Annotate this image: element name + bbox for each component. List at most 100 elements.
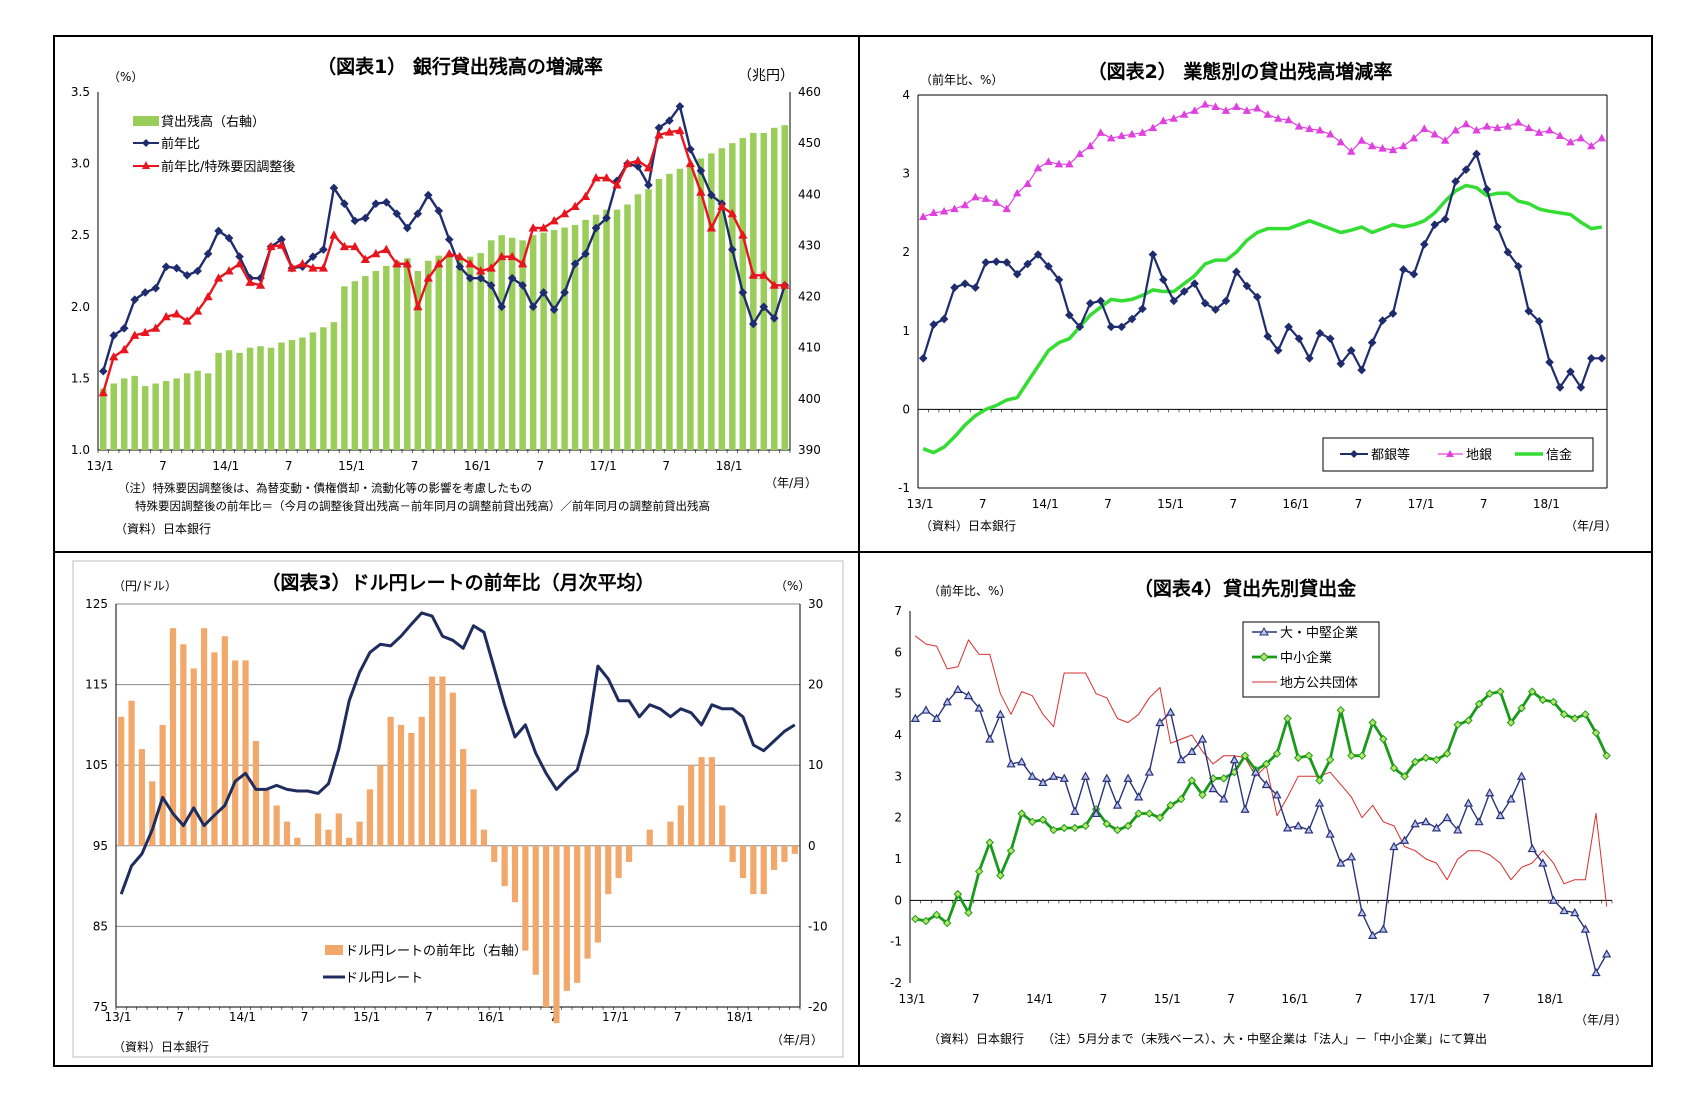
c4-series-large-point: [1261, 779, 1271, 789]
c4-series-large-point: [1272, 790, 1282, 799]
c4-series-large-point: [921, 705, 931, 714]
c4-xtick-label: 7: [1227, 992, 1235, 1006]
c1-series-adjusted-point: [360, 254, 370, 264]
c4-xtick-label: 15/1: [1154, 992, 1181, 1006]
c3-bar: [688, 765, 695, 846]
c3-xunit: （年/月）: [771, 1033, 823, 1047]
c4-series-sme-point: [1102, 819, 1111, 829]
c2-series-chigin-point: [1148, 123, 1158, 132]
c2-series-chigin-point: [1127, 129, 1137, 138]
c4-series-large-point: [1421, 816, 1431, 826]
c4-series-sme-point: [953, 889, 963, 899]
c4-ytick-left: 3: [894, 769, 902, 783]
c2-series-chigin-point: [1106, 133, 1116, 142]
c2-ytick-left: -1: [898, 481, 910, 495]
c4-xtick-label: 18/1: [1537, 992, 1564, 1006]
c3-ytick-left: 75: [93, 1000, 108, 1014]
c1-bar: [309, 332, 317, 450]
c4-series-sme-point: [1049, 825, 1058, 835]
c4-series-large-point: [1559, 905, 1569, 915]
c4-series-large-point: [953, 684, 963, 694]
c4-series-large-point: [1431, 823, 1442, 832]
c4-xtick-label: 7: [1483, 992, 1491, 1006]
c1-series-adjusted-point: [685, 158, 696, 168]
c1-series-adjusted-point: [612, 180, 622, 189]
c2-series-toginra-point: [1273, 346, 1283, 355]
c2-series-toginra-point: [1326, 334, 1335, 343]
c4-series-large-point: [1304, 825, 1314, 834]
c4-series-large-point: [1080, 771, 1091, 780]
c1-bar: [466, 256, 474, 450]
c1-series-adjusted-point: [318, 263, 329, 272]
c1-series-yoy-point: [382, 197, 391, 207]
c1-ytick-right: 420: [798, 290, 821, 304]
c1-series-adjusted-point: [643, 163, 654, 172]
c1-series-adjusted-point: [633, 155, 643, 165]
c2-series-toginra-point: [1085, 298, 1095, 308]
c4-series-sme-point: [1496, 687, 1505, 696]
c1-ytick-left: 3.0: [71, 157, 90, 171]
c2-series-toginra-point: [1200, 298, 1210, 308]
c4-series-sme-point: [1581, 710, 1590, 719]
c1-series-yoy-point: [361, 213, 370, 223]
c4-series-sme-point: [1506, 718, 1516, 727]
c4-xtick-label: 16/1: [1281, 992, 1308, 1006]
c4-series-sme-point: [996, 871, 1005, 880]
c1-series-yoy-point: [602, 213, 611, 223]
c2-series-toginra-point: [1420, 240, 1429, 249]
c3-bar: [408, 732, 415, 846]
c3-bar: [615, 845, 622, 879]
c2-series-chigin-point: [1399, 141, 1408, 150]
c1-legend-label: 前年比/特殊要因調整後: [161, 159, 295, 175]
c4-series-large-point: [1102, 773, 1112, 782]
c1-series-yoy-point: [738, 288, 748, 297]
c3-ytick-right: -20: [808, 1000, 828, 1014]
c1-bars: [99, 125, 789, 451]
c2-series-chigin-point: [1347, 147, 1356, 155]
c3-legend-label: ドル円レートの前年比（右軸）: [345, 943, 527, 959]
c2-xtick-label: 16/1: [1282, 497, 1309, 511]
c4-series-sme-point: [1219, 774, 1228, 783]
c4-xtick-label: 7: [972, 992, 980, 1006]
c1-xtick-label: 14/1: [212, 459, 239, 473]
c3-ytick-left: 105: [85, 758, 108, 772]
c3-ytick-left: 95: [93, 839, 108, 853]
c4-series-large-point: [1155, 717, 1165, 727]
c4-series-sme-point: [1464, 716, 1473, 725]
c4-series-sme-point: [1187, 776, 1197, 785]
c4-series-large-markers: [910, 684, 1612, 977]
c1-legend-label: 前年比: [161, 136, 200, 152]
c2-series-toginra-point: [1263, 331, 1273, 341]
c2-series-chigin-point: [1576, 133, 1586, 142]
c1-bar: [729, 143, 736, 450]
c2-series-chigin-point: [1054, 159, 1064, 168]
c1-series-yoy-point: [455, 262, 465, 272]
c2-xtick-label: 7: [979, 497, 987, 511]
c1-bar: [320, 327, 327, 450]
c2-series-chigin-point: [1367, 141, 1377, 150]
c1-series-adjusted-point: [769, 280, 779, 289]
c2-series-toginra-point: [1242, 281, 1252, 291]
c2-series-toginra-point: [1169, 296, 1179, 306]
c4-series-large-point: [1219, 794, 1229, 803]
c3-bar: [460, 749, 467, 846]
c3-bar: [387, 716, 394, 846]
c3-bar: [719, 805, 726, 846]
c3-legend-swatch: [325, 945, 343, 955]
c1-ytick-left: 1.0: [71, 443, 90, 457]
c1-series-adjusted-point: [109, 352, 119, 361]
c2-series-toginra-point: [1524, 306, 1534, 316]
c1-series-adjusted-point: [234, 259, 245, 268]
c1-bar: [561, 227, 568, 450]
c1-series-adjusted-point: [528, 223, 538, 232]
c1-series-yoy-point: [476, 273, 486, 283]
c4-series-large-point: [1602, 949, 1612, 958]
c1-series-yoy-point: [518, 281, 527, 290]
c3-ytick-left: 125: [85, 597, 108, 611]
c1-series-adjusted-point: [350, 241, 360, 251]
panel-divider-horizontal: [53, 551, 1653, 553]
c1-series-yoy-point: [444, 235, 454, 244]
c1-ytick-right: 450: [798, 136, 821, 150]
c1-bar: [362, 276, 369, 450]
c4-series-large-point: [1538, 858, 1548, 867]
